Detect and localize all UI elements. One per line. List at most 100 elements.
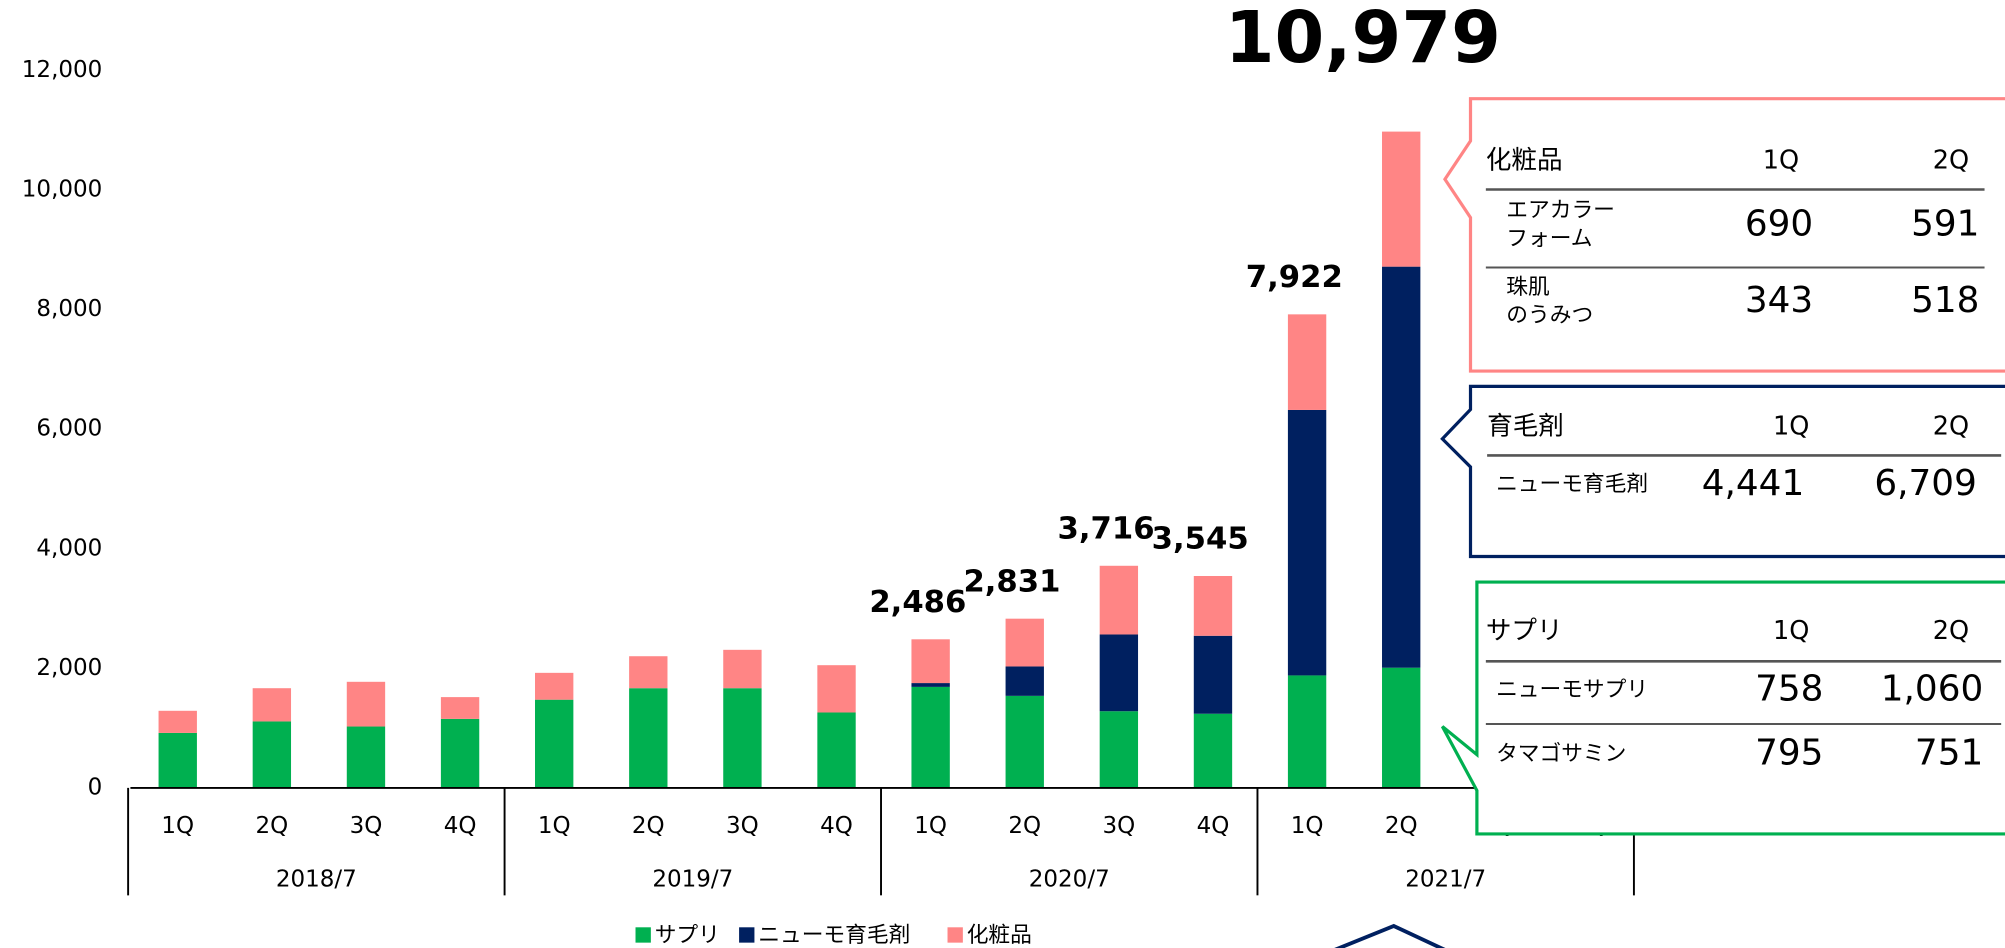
x-tick-label: 4Q xyxy=(1197,813,1230,839)
callout-value: 343 xyxy=(1745,280,1813,321)
x-tick-label: 1Q xyxy=(914,813,947,839)
callout-title: 育毛剤 xyxy=(1487,411,1564,441)
callout-value: 1,060 xyxy=(1881,669,1983,710)
group-label: 2018/7 xyxy=(276,866,357,892)
legend-swatch xyxy=(635,927,651,943)
callout-column: 1Q xyxy=(1763,145,1799,175)
bar-segment xyxy=(1287,314,1327,410)
legend-label: サプリ xyxy=(655,923,720,948)
x-tick-label: 4Q xyxy=(444,813,477,839)
bar-segment xyxy=(817,712,856,788)
bar-segment xyxy=(158,732,197,788)
callout-row-name: のうみつ xyxy=(1506,303,1593,328)
bar-segment xyxy=(1005,666,1044,696)
callout-column: 2Q xyxy=(1933,145,1969,175)
callout-value: 4,441 xyxy=(1702,463,1804,504)
x-tick-label: 2Q xyxy=(1008,813,1041,839)
callout-value: 758 xyxy=(1755,669,1823,710)
plot: 0 2,000 4,000 6,000 8,000 10,000 12,000 1Q 2Q 3Q 4… xyxy=(22,0,1637,948)
callout-box xyxy=(1443,97,2005,373)
bar-segment xyxy=(346,726,386,788)
bar-segment xyxy=(252,688,292,722)
y-tick-label: 8,000 xyxy=(36,296,102,322)
bar-segment xyxy=(817,665,856,713)
x-tick-label: 2Q xyxy=(632,813,665,839)
bar-segment xyxy=(911,683,950,687)
total-label: 3,545 xyxy=(1152,522,1249,557)
bar-segment xyxy=(1193,635,1233,714)
group-label: 2019/7 xyxy=(652,866,733,892)
y-tick-label: 10,000 xyxy=(22,177,102,203)
y-tick-label: 4,000 xyxy=(36,535,102,561)
total-label: 3,716 xyxy=(1058,511,1155,546)
y-tick-label: 6,000 xyxy=(36,416,102,442)
bar-segment xyxy=(1287,675,1327,788)
highlight-total: 10,979 xyxy=(1225,0,1501,79)
x-tick-label: 1Q xyxy=(1291,813,1324,839)
bar-segment xyxy=(1099,711,1139,788)
callout-row-name: エアカラー xyxy=(1506,198,1615,223)
bar-segment xyxy=(158,710,197,733)
callout-column: 1Q xyxy=(1773,411,1809,441)
bar-segment xyxy=(1287,409,1327,676)
bar-segment xyxy=(535,672,574,700)
x-tick-label: 3Q xyxy=(726,813,759,839)
bar-segment xyxy=(1005,618,1044,667)
x-tick-label: 3Q xyxy=(350,813,383,839)
callout-value: 690 xyxy=(1745,203,1813,244)
callout-value: 518 xyxy=(1911,280,1979,321)
bar-segment xyxy=(1005,695,1044,788)
legend-label: ニューモ育毛剤 xyxy=(758,923,910,948)
bar-segment xyxy=(629,656,668,689)
callout-value: 751 xyxy=(1915,733,1983,774)
bar-segment xyxy=(1099,634,1139,712)
total-label: 7,922 xyxy=(1246,260,1343,295)
callout-row-name: ニューモ育毛剤 xyxy=(1496,472,1648,497)
callout-column: 2Q xyxy=(1933,411,1969,441)
callout-row-name: タマゴサミン xyxy=(1496,742,1626,767)
callout-box xyxy=(1440,384,2005,559)
callout-value: 795 xyxy=(1755,733,1823,774)
callout-row-name: フォーム xyxy=(1506,226,1592,251)
bar-segment xyxy=(1099,565,1139,635)
bar-segment xyxy=(723,688,762,788)
callout-title: サプリ xyxy=(1486,616,1563,646)
x-tick-label: 1Q xyxy=(538,813,571,839)
bar-segment xyxy=(1382,266,1421,668)
bar-segment xyxy=(629,688,668,788)
bar-segment xyxy=(1193,576,1233,636)
callout-column: 1Q xyxy=(1773,616,1809,646)
bar-segment xyxy=(723,649,762,689)
callout-box xyxy=(1440,580,2005,836)
callout-column: 2Q xyxy=(1933,616,1969,646)
x-tick-label: 3Q xyxy=(1102,813,1135,839)
callout-value: 6,709 xyxy=(1874,463,1976,504)
callout-title: 化粧品 xyxy=(1486,145,1563,175)
legend-label: 化粧品 xyxy=(967,923,1032,948)
bar-segment xyxy=(252,721,292,788)
callout-value: 591 xyxy=(1911,203,1979,244)
x-tick-label: 2Q xyxy=(255,813,288,839)
bar-segment xyxy=(440,697,480,719)
callout-pointer xyxy=(1334,923,1446,948)
legend-swatch xyxy=(739,927,755,943)
y-tick-label: 12,000 xyxy=(22,57,102,83)
bar-segment xyxy=(346,681,386,727)
bar-segment xyxy=(911,639,950,684)
legend-swatch xyxy=(947,927,963,943)
total-label: 2,486 xyxy=(869,585,966,620)
group-label: 2020/7 xyxy=(1029,866,1110,892)
bar-segment xyxy=(1193,713,1233,788)
bar-segment xyxy=(911,686,950,788)
bar-segment xyxy=(1382,131,1421,267)
callout-row-name: 珠肌 xyxy=(1506,275,1549,300)
y-tick-label: 0 xyxy=(88,774,103,800)
callout-row-name: ニューモサプリ xyxy=(1496,678,1648,703)
y-tick-label: 2,000 xyxy=(36,655,102,681)
x-tick-label: 2Q xyxy=(1385,813,1418,839)
x-tick-label: 1Q xyxy=(161,813,194,839)
bar-segment xyxy=(440,718,480,788)
bar-segment xyxy=(1382,667,1421,788)
